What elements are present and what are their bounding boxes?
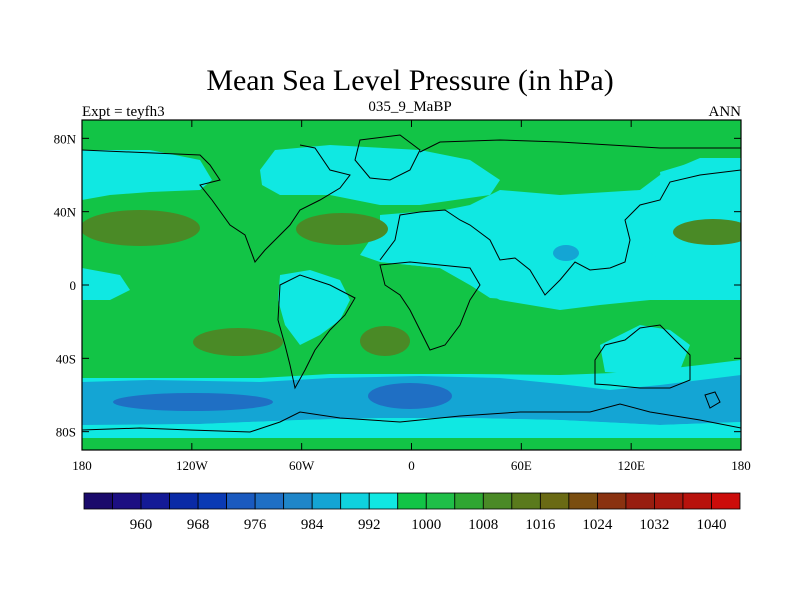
field-1000-south-america <box>278 270 350 345</box>
colorbar-box <box>340 492 370 510</box>
colorbar-label: 976 <box>244 517 267 533</box>
field-1000-arctic <box>260 145 500 205</box>
colorbar-box <box>482 492 513 510</box>
colorbar-label: 992 <box>358 517 381 533</box>
colorbar-box <box>625 492 655 510</box>
y-tick-label: 40N <box>54 205 77 220</box>
coast-new-zealand <box>704 391 721 409</box>
colorbar-label: 984 <box>301 517 324 533</box>
coast-south-america <box>277 274 356 390</box>
colorbar-box <box>197 492 228 510</box>
field-1000-eurasia <box>380 210 660 300</box>
y-tick-label: 80S <box>56 425 76 440</box>
colorbar-box <box>254 492 285 510</box>
colorbar-box <box>654 492 684 510</box>
colorbar-box <box>226 492 256 510</box>
colorbar-label: 1024 <box>582 517 613 533</box>
colorbar-label: 1008 <box>468 517 498 533</box>
colorbar-box <box>596 492 627 510</box>
coast-north-america <box>82 144 351 263</box>
right-string: ANN <box>709 104 742 120</box>
field-atlantic-low-core <box>368 383 452 409</box>
field-antarctic-margin <box>82 418 741 438</box>
left-string: Expt = teyfh3 <box>82 104 165 120</box>
colorbar-box <box>425 492 456 510</box>
field-north-pacific-high-east <box>82 210 200 246</box>
field-1000-australia <box>600 325 690 375</box>
colorbar-box <box>454 492 484 510</box>
colorbar: 960 968 976 984 992 1000 1008 1016 1024 1032 1040 <box>83 492 741 533</box>
field-1000-tropical-pacific <box>82 268 130 300</box>
colorbar-box <box>511 492 541 510</box>
field-north-atlantic-high <box>296 213 388 245</box>
coast-greenland <box>354 134 421 181</box>
y-tick-label: 40S <box>56 351 76 366</box>
field-1000-siberia <box>660 160 741 205</box>
y-axis: 80N 40N 0 40S 80S <box>54 131 741 440</box>
colorbar-label: 1032 <box>639 517 669 533</box>
field-1000-north-pacific <box>82 150 212 200</box>
colorbar-box <box>140 492 170 510</box>
x-tick-label: 0 <box>408 458 415 473</box>
colorbar-box <box>283 492 313 510</box>
field-1008-north-band <box>82 120 741 378</box>
map-area <box>82 120 741 450</box>
coast-africa <box>379 261 481 351</box>
field-south-pacific-high <box>193 328 283 356</box>
colorbar-box <box>682 492 712 510</box>
coastlines <box>82 134 741 433</box>
colorbar-box <box>539 492 570 510</box>
field-south-pacific-low-core <box>113 393 273 411</box>
colorbar-label: 1000 <box>411 517 441 533</box>
field-central-asia-low <box>553 245 579 261</box>
x-tick-label: 180 <box>72 458 92 473</box>
x-tick-label: 60E <box>511 458 532 473</box>
colorbar-label: 960 <box>130 517 153 533</box>
coast-australia <box>594 324 691 389</box>
x-tick-label: 120E <box>617 458 645 473</box>
colorbar-box <box>368 492 399 510</box>
x-axis: 180 120W 60W 0 60E 120E 180 <box>72 120 751 473</box>
chart-title: Mean Sea Level Pressure (in hPa) <box>206 64 613 97</box>
x-tick-label: 120W <box>176 458 209 473</box>
field-north-pacific-high-west <box>673 219 741 245</box>
colorbar-box <box>711 492 741 510</box>
field-south-atlantic-high <box>360 326 410 356</box>
y-tick-label: 0 <box>70 278 77 293</box>
colorbar-label: 1016 <box>525 517 556 533</box>
colorbar-label: 1040 <box>696 517 726 533</box>
x-tick-label: 180 <box>731 458 751 473</box>
colorbar-box <box>311 492 342 510</box>
y-tick-label: 80N <box>54 131 77 146</box>
colorbar-box <box>169 492 199 510</box>
colorbar-label: 968 <box>187 517 210 533</box>
colorbar-box <box>83 492 113 510</box>
center-string: 035_9_MaBP <box>368 99 451 115</box>
colorbar-box <box>397 492 427 510</box>
coast-eurasia <box>379 139 741 296</box>
coast-antarctica <box>82 403 741 433</box>
colorbar-box <box>112 492 142 510</box>
colorbar-box <box>568 492 598 510</box>
x-tick-label: 60W <box>289 458 315 473</box>
